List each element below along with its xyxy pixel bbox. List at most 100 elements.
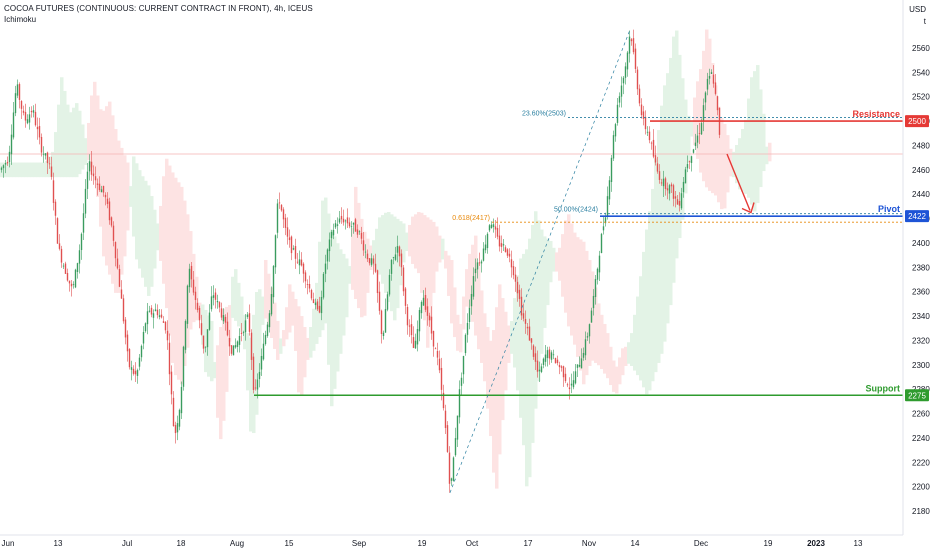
candle-body	[416, 329, 419, 345]
cloud-segment	[294, 298, 298, 351]
candle-body	[160, 314, 163, 318]
cloud-segment	[600, 314, 604, 370]
cloud-segment	[717, 106, 721, 203]
candle-body	[418, 310, 421, 332]
cloud-segment	[267, 273, 271, 328]
cloud-segment	[78, 110, 82, 175]
cloud-segment	[582, 241, 586, 385]
candle-body	[658, 171, 661, 180]
candle-body	[116, 258, 119, 269]
cloud-segment	[546, 238, 550, 306]
indicator-name[interactable]: Ichimoku	[4, 15, 37, 24]
candle-body	[470, 293, 473, 307]
cloud-segment	[96, 95, 100, 197]
cloud-segment	[105, 106, 109, 266]
cloud-segment	[561, 234, 565, 297]
candle-body	[608, 180, 611, 200]
y-tick-label: 2260	[912, 410, 930, 419]
candle-body	[642, 111, 645, 119]
price-badge	[905, 115, 929, 128]
cloud-segment	[144, 180, 148, 287]
candle-body	[282, 209, 285, 220]
candle-body	[684, 169, 687, 184]
candle-body	[422, 297, 425, 306]
candle-body	[678, 200, 681, 206]
cloud-segment	[657, 130, 661, 363]
candle-body	[332, 229, 335, 236]
candle-body	[18, 84, 21, 100]
candle-body	[672, 185, 675, 199]
candle-body	[46, 152, 49, 164]
x-tick-label: Aug	[230, 539, 244, 548]
cloud-segment	[468, 253, 472, 309]
x-tick-label: Oct	[466, 539, 479, 548]
cloud-segment	[678, 54, 682, 239]
y-tick-label: 2400	[912, 239, 930, 248]
candle-body	[102, 186, 105, 193]
cloud-segment	[174, 177, 178, 376]
candle-body	[146, 311, 149, 325]
cloud-segment	[738, 138, 742, 190]
candle-body	[360, 232, 363, 239]
cloud-segment	[426, 217, 430, 348]
candle-body	[336, 224, 339, 226]
cloud-segment	[624, 346, 628, 367]
time-axis[interactable]: Jun 13 Jul 18 Aug 15 Sep 19 Oct 17 Nov 14 Dec 19 2023 1…	[2, 539, 863, 548]
candle-body	[88, 161, 91, 172]
cloud-segment	[312, 308, 316, 351]
cloud-segment	[669, 57, 673, 306]
price-axis-bg	[903, 0, 932, 550]
candle-body	[80, 233, 83, 251]
cloud-segment	[264, 260, 268, 319]
cloud-segment	[765, 146, 769, 165]
candle-body	[438, 358, 441, 371]
cloud-segment	[291, 291, 295, 326]
candle-body	[618, 96, 621, 103]
candle-body	[350, 226, 353, 228]
candle-body	[486, 233, 489, 249]
x-tick-label: Nov	[582, 539, 596, 548]
candle-body	[150, 307, 153, 315]
cloud-segment	[504, 311, 508, 391]
y-tick-label: 2380	[912, 263, 930, 272]
candle-body	[4, 163, 7, 165]
candle-body	[258, 371, 261, 380]
y-tick-label: 2540	[912, 68, 930, 77]
cloud-segment	[570, 223, 574, 336]
candle-body	[638, 88, 641, 104]
candle-body	[674, 196, 677, 199]
candle-body	[698, 133, 701, 134]
candle-body	[612, 135, 615, 159]
cloud-segment	[333, 236, 337, 389]
price-badge	[905, 389, 929, 402]
candle-body	[548, 349, 551, 359]
candle-body	[82, 213, 85, 233]
x-tick-label: 2023	[807, 539, 825, 548]
candle-body	[12, 112, 15, 138]
candle-body	[394, 254, 397, 260]
candle-body	[60, 248, 63, 263]
cloud-segment	[414, 214, 418, 269]
cloud-segment	[261, 296, 265, 325]
candle-body	[316, 301, 319, 310]
candle-body	[516, 281, 519, 294]
cloud-segment	[300, 316, 304, 395]
candle-body	[120, 289, 123, 299]
candle-body	[152, 313, 155, 318]
x-tick-label: Jul	[122, 539, 132, 548]
cloud-segment	[129, 186, 133, 207]
candle-body	[682, 181, 685, 193]
candle-body	[66, 272, 69, 281]
x-tick-label: Dec	[694, 539, 708, 548]
cloud-segment	[618, 357, 622, 385]
candle-body	[362, 240, 365, 251]
candle-body	[204, 346, 207, 348]
cloud-segment	[141, 176, 145, 278]
candle-body	[704, 92, 707, 103]
candle-body	[388, 274, 391, 295]
cloud-segment	[204, 309, 208, 373]
candle-body	[224, 316, 227, 323]
cloud-segment	[483, 313, 487, 382]
cloud-segment	[72, 107, 76, 178]
